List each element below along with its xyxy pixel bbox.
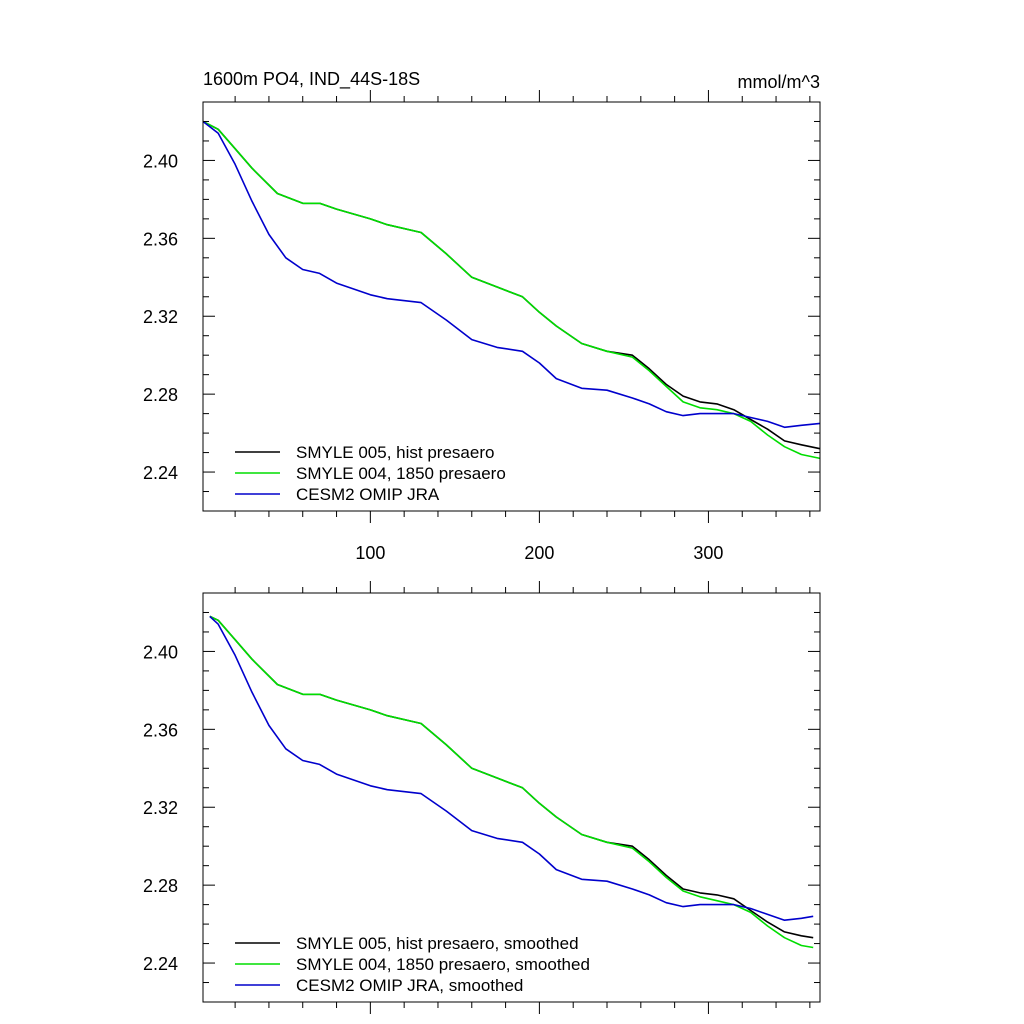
y-tick-label: 2.24	[143, 954, 178, 974]
y-tick-label: 2.24	[143, 463, 178, 483]
x-tick-label: 200	[524, 543, 554, 563]
y-tick-label: 2.36	[143, 229, 178, 249]
legend-label: SMYLE 004, 1850 presaero	[296, 464, 506, 483]
top-panel-series-group	[202, 120, 821, 460]
bottom-panel: 2.24 2.28 2.32 2.36 2.40 SMYLE 005, hist pre…	[143, 581, 821, 1014]
y-tick-label: 2.28	[143, 385, 178, 405]
bottom-panel-legend: SMYLE 005, hist presaero, smoothed SMYLE …	[235, 934, 590, 995]
legend-label: SMYLE 005, hist presaero	[296, 443, 494, 462]
top-panel-axes: 2.24 2.28 2.32 2.36 2.40 100 200 300	[143, 90, 821, 563]
y-tick-label: 2.32	[143, 798, 178, 818]
legend-label: CESM2 OMIP JRA	[296, 485, 440, 504]
y-tick-label: 2.40	[143, 642, 178, 662]
legend-label: SMYLE 004, 1850 presaero, smoothed	[296, 955, 590, 974]
legend-label: CESM2 OMIP JRA, smoothed	[296, 976, 523, 995]
plot-frame	[202, 592, 821, 1003]
top-panel-units: mmol/m^3	[738, 72, 820, 92]
series-line-omip	[202, 120, 821, 429]
y-tick-label: 2.40	[143, 151, 178, 171]
series-line-omip	[209, 615, 814, 922]
bottom-panel-axes: 2.24 2.28 2.32 2.36 2.40	[143, 581, 821, 1014]
top-panel-title: 1600m PO4, IND_44S-18S	[203, 69, 420, 90]
y-tick-label: 2.32	[143, 307, 178, 327]
x-tick-label: 100	[355, 543, 385, 563]
x-tick-label: 300	[693, 543, 723, 563]
y-tick-label: 2.36	[143, 720, 178, 740]
y-tick-label: 2.28	[143, 876, 178, 896]
bottom-panel-series-group	[209, 615, 814, 949]
top-panel-legend: SMYLE 005, hist presaero SMYLE 004, 1850 …	[235, 443, 506, 504]
top-panel: 1600m PO4, IND_44S-18S mmol/m^3 2.24 2.28…	[143, 69, 821, 563]
legend-label: SMYLE 005, hist presaero, smoothed	[296, 934, 579, 953]
plot-frame	[202, 101, 821, 512]
